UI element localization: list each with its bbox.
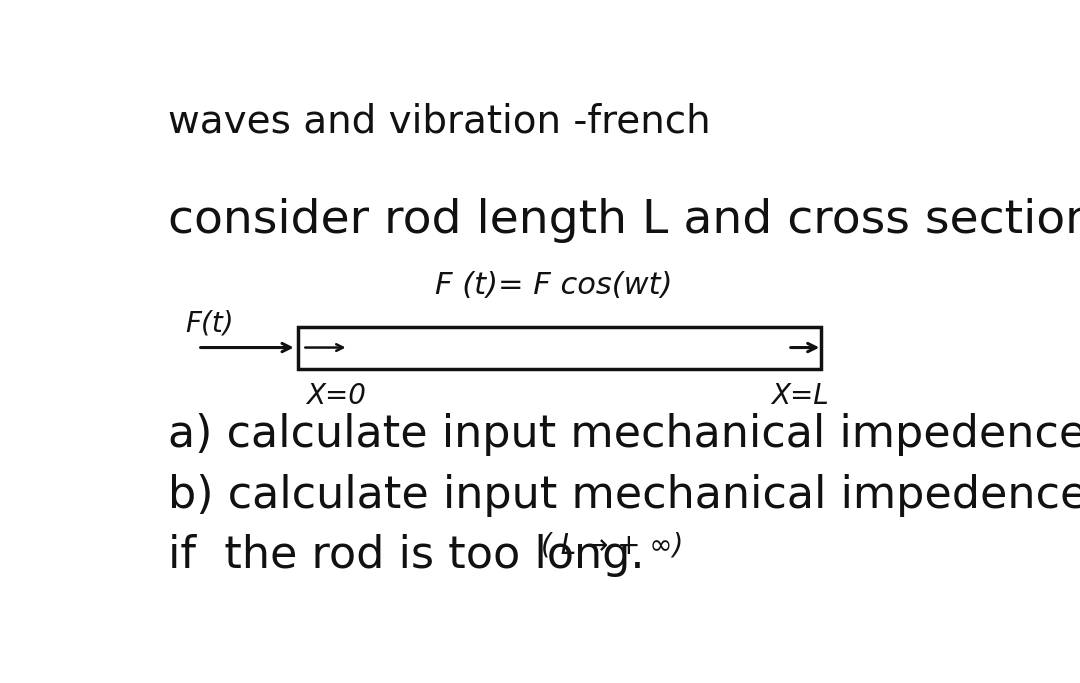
- Text: waves and vibration -french: waves and vibration -french: [168, 103, 711, 141]
- Text: F (t)= F cos(wt): F (t)= F cos(wt): [435, 271, 672, 301]
- Text: if  the rod is too long.: if the rod is too long.: [168, 534, 645, 577]
- Text: a) calculate input mechanical impedence: a) calculate input mechanical impedence: [168, 413, 1080, 456]
- Text: X=0: X=0: [307, 382, 366, 410]
- Text: b) calculate input mechanical impedence: b) calculate input mechanical impedence: [168, 474, 1080, 517]
- Bar: [298, 326, 822, 369]
- Text: F(t): F(t): [186, 309, 234, 337]
- Text: X=L: X=L: [771, 382, 828, 410]
- Text: ( L → + ∞): ( L → + ∞): [541, 531, 684, 559]
- Text: consider rod length L and cross section s: consider rod length L and cross section …: [168, 197, 1080, 242]
